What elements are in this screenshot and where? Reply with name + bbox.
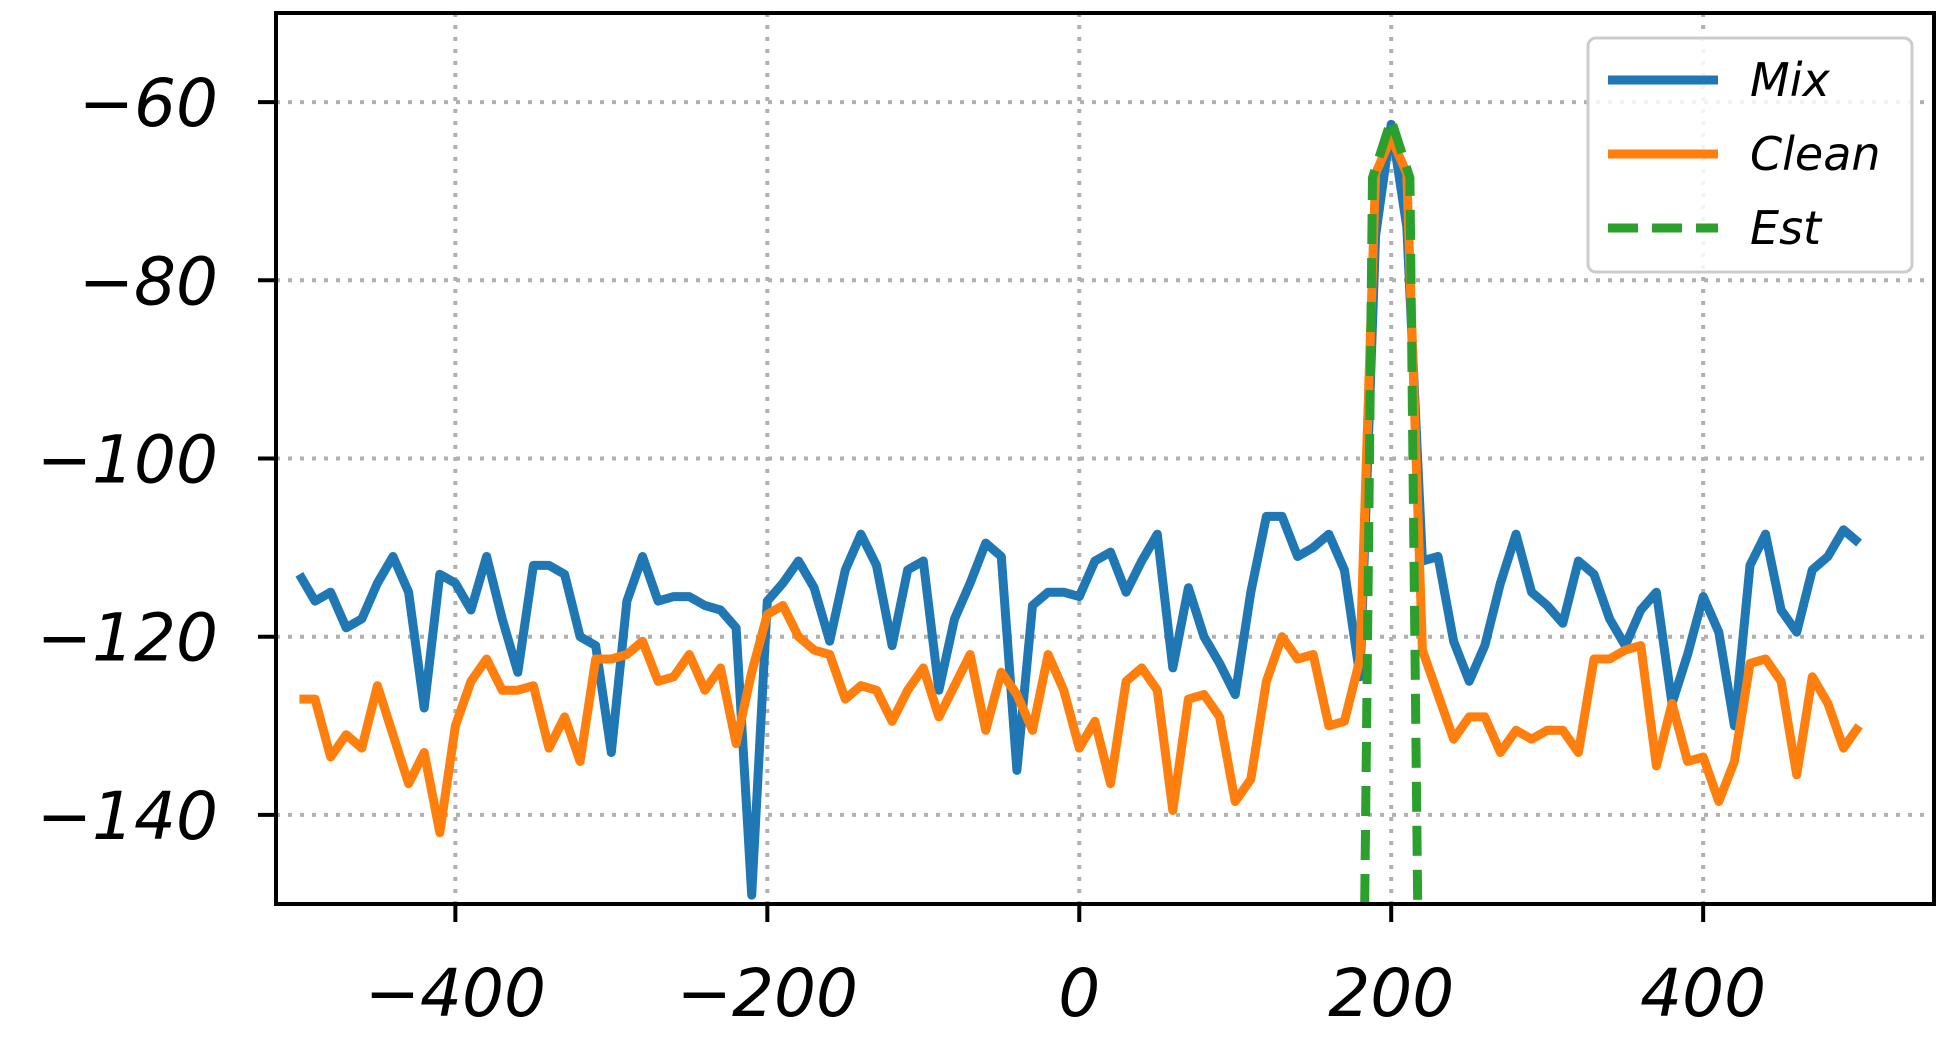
series-line-est [1360,115,1423,904]
series-line-clean [299,133,1863,838]
legend-label-clean: Clean [1750,127,1881,181]
axis-ticks: −400 −200 0 200 400 −140 −120 −100 −80 −60 [37,65,1766,1032]
y-tick-label-2: −100 [37,422,218,499]
legend: Mix Clean Est [1586,36,1914,274]
grid-lines [276,13,1934,904]
x-tick-label-1: −200 [677,955,858,1032]
y-tick-label-1: −120 [37,600,218,677]
series-lines [295,115,1863,904]
x-tick-label-2: 0 [1058,955,1100,1032]
x-tick-label-4: 400 [1640,955,1766,1032]
y-tick-label-4: −60 [79,65,218,142]
legend-label-est: Est [1750,201,1823,255]
x-tick-label-3: 200 [1328,955,1454,1032]
y-tick-label-0: −140 [37,778,218,855]
series-line-mix [295,119,1863,900]
legend-label-mix: Mix [1750,53,1830,107]
legend-box [1586,36,1914,274]
x-tick-label-0: −400 [365,955,546,1032]
y-tick-label-3: −80 [79,243,218,320]
